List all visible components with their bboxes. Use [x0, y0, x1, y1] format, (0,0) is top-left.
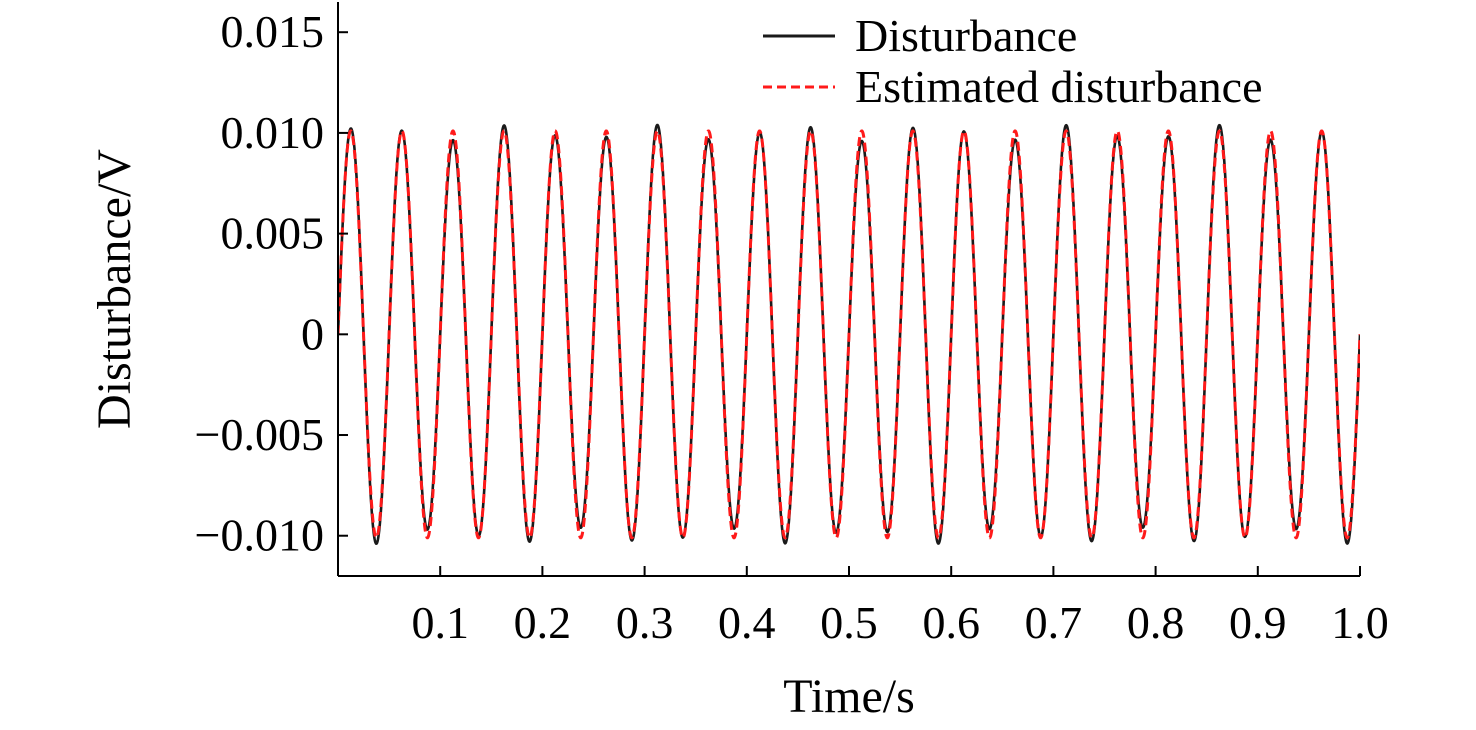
x-tick-label: 0.4 [718, 597, 776, 648]
x-tick-label: 0.7 [1025, 597, 1083, 648]
x-tick-label: 0.3 [616, 597, 674, 648]
legend-label-disturbance: Disturbance [855, 10, 1077, 61]
x-tick-label: 0.8 [1127, 597, 1185, 648]
x-tick-label: 0.1 [411, 597, 469, 648]
x-tick-label: 0.6 [922, 597, 980, 648]
x-axis-title: Time/s [783, 670, 915, 723]
plot-area [338, 123, 1360, 545]
y-tick-label: 0.015 [221, 6, 325, 57]
y-tick-label: 0 [301, 308, 324, 359]
y-tick-label: 0.010 [221, 107, 325, 158]
x-tick-label: 0.2 [514, 597, 572, 648]
y-tick-label: 0.005 [221, 208, 325, 259]
legend-label-estimated-disturbance: Estimated disturbance [855, 61, 1263, 112]
x-tick-label: 0.9 [1229, 597, 1287, 648]
x-tick-label: 1.0 [1331, 597, 1389, 648]
series-line-estimated-disturbance [338, 129, 1360, 540]
x-tick-label: 0.5 [820, 597, 878, 648]
y-tick-label: −0.010 [195, 510, 324, 561]
axes: 0.015 0.010 0.005 0 −0.005 −0.010 0.1 0.2 0.3 0.4… [195, 2, 1389, 648]
y-tick-label: −0.005 [195, 409, 324, 460]
y-axis-title: Disturbance/V [88, 149, 141, 429]
